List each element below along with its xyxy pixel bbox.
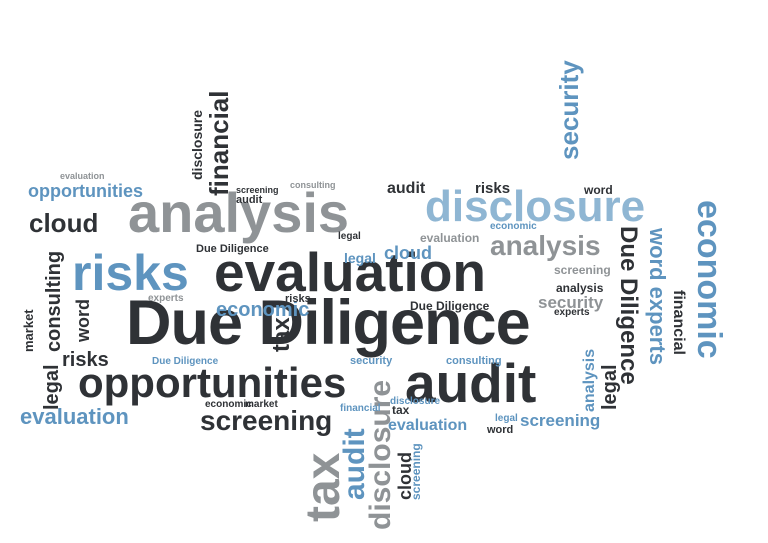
word-security-small: security (350, 355, 393, 367)
word-risks-small: risks (285, 293, 311, 305)
word-risks: risks (72, 245, 189, 301)
word-due-diligence-vertical: Due Diligence (615, 226, 642, 385)
word-tax-vertical-mid: tax (268, 317, 295, 352)
word-due-diligence-right: Due Diligence (410, 299, 490, 313)
word-disclosure: disclosure (425, 182, 646, 231)
word-audit-tiny: audit (236, 194, 263, 206)
word-financial-vertical: financial (204, 90, 234, 196)
word-disclosure-small: disclosure (390, 396, 441, 407)
word-analysis-right: analysis (490, 230, 601, 261)
word-due-diligence: Due Diligence (126, 288, 531, 358)
word-word-vertical: word (73, 299, 93, 342)
word-security-right: security (538, 293, 604, 312)
word-legal-top: legal (338, 231, 361, 242)
word-due-diligence-left: Due Diligence (152, 356, 219, 367)
word-economic-right: economic (490, 221, 537, 232)
word-market-small: market (245, 399, 278, 410)
word-financial-vertical-right: financial (670, 290, 687, 355)
word-risks-top: risks (475, 180, 511, 197)
word-screening-mid: screening (554, 263, 611, 277)
word-screening-right: screening (520, 411, 601, 430)
word-consulting-top: consulting (290, 180, 336, 190)
word-analysis: analysis (128, 181, 350, 244)
word-opportunities-top: opportunities (28, 181, 143, 201)
word-experts-small: experts (148, 293, 184, 304)
word-evaluation-bottom: evaluation (388, 417, 468, 434)
word-disclosure-vertical-top: disclosure (189, 109, 205, 180)
word-audit-large: audit (405, 352, 537, 414)
word-economic-vertical: economic (690, 200, 728, 359)
word-evaluation: evaluation (214, 241, 487, 303)
word-legal-small: legal (344, 250, 376, 266)
word-economic-small: economic (205, 399, 252, 410)
word-screening-tiny: screening (236, 185, 279, 195)
word-security-vertical-top: security (554, 60, 584, 160)
word-legal-right: legal (495, 413, 518, 424)
word-financial-small: financial (340, 403, 381, 414)
word-economic-mid: economic (216, 299, 310, 321)
word-risks-left: risks (62, 349, 109, 371)
word-word-experts-vertical: word experts (645, 228, 670, 365)
word-word-small: word (487, 424, 514, 436)
word-evaluation-small: evaluation (420, 231, 480, 245)
word-consulting-vertical: consulting (43, 250, 65, 352)
word-legal-vertical: legal (41, 364, 63, 410)
word-analysis-small: analysis (556, 281, 604, 295)
word-screening-large: screening (200, 405, 333, 436)
word-evaluation-left: evaluation (20, 404, 129, 429)
word-evaluation-tiny: evaluation (60, 171, 105, 181)
word-analysis-vertical-right: analysis (581, 348, 598, 412)
word-screening-vertical: screening (409, 443, 423, 500)
word-due-diligence-small: Due Diligence (196, 243, 269, 255)
word-cloud-left: cloud (29, 208, 99, 238)
word-market-vertical: market (21, 309, 36, 352)
word-audit-top: audit (387, 180, 426, 197)
word-opportunities: opportunities (78, 359, 347, 406)
word-word-top-right: word (584, 183, 613, 197)
word-experts-right: experts (554, 307, 590, 318)
word-consulting-small: consulting (446, 355, 502, 367)
word-tax-small: tax (392, 403, 410, 417)
word-cloud-mid: cloud (384, 243, 432, 263)
